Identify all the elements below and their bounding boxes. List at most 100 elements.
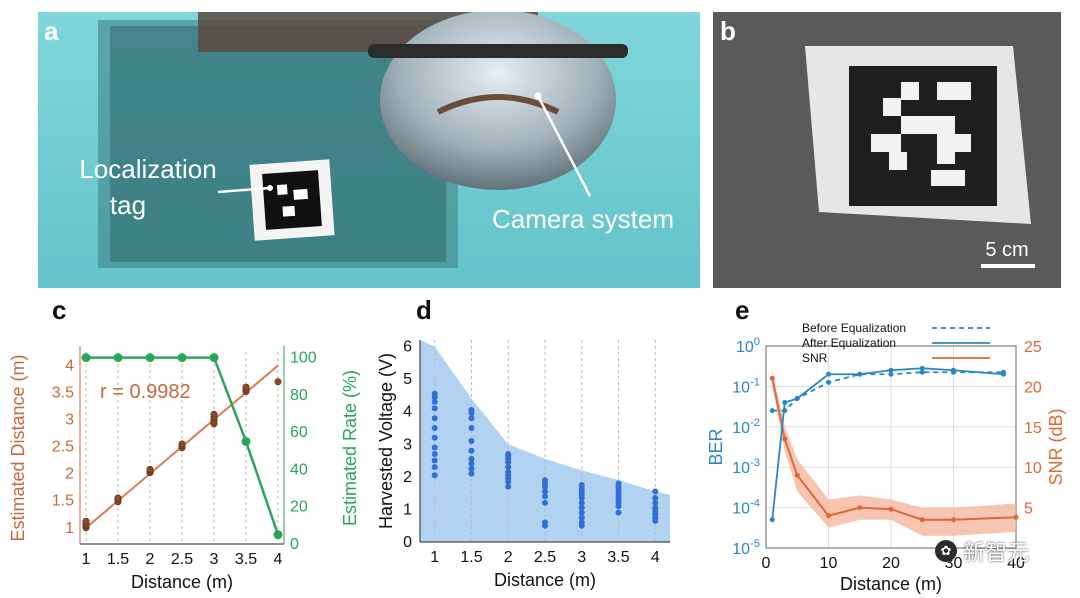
y-right-axis-label: Estimated Rate (%) <box>340 370 360 526</box>
y-tick-label: 4 <box>403 404 412 421</box>
after-equalization-point <box>888 367 894 373</box>
x-tick-label: 2 <box>504 549 513 566</box>
voltage-point <box>468 438 475 444</box>
voltage-point <box>468 407 475 414</box>
after-equalization-point <box>857 371 863 377</box>
plot-frame <box>765 345 1017 549</box>
voltage-point <box>431 451 438 458</box>
y-tick-label: 2.5 <box>52 439 74 456</box>
voltage-point <box>578 499 585 506</box>
legend-label: After Equalization <box>802 336 896 350</box>
voltage-point <box>542 488 548 495</box>
chart-d: 1 1.5 2 2.5 3 3.5 4 0 1 2 3 4 5 6 Distance (m) Harveste… <box>376 339 670 590</box>
snr-point <box>857 505 863 511</box>
voltage-point <box>468 424 475 431</box>
y-axis-label: BER <box>706 428 726 465</box>
y-right-tick-label: 40 <box>290 461 308 478</box>
before-equalization-point <box>826 379 831 385</box>
panel-letter-e: e <box>735 295 750 325</box>
x-tick-label: 3.5 <box>235 551 257 568</box>
voltage-point <box>431 415 438 422</box>
x-tick-label: 2.5 <box>534 549 556 566</box>
rate-point <box>273 530 283 540</box>
legend-label: SNR <box>802 351 828 365</box>
y-tick-label: 1 <box>403 501 412 518</box>
voltage-point <box>578 514 585 521</box>
x-tick-label: 1.5 <box>107 551 129 568</box>
voltage-point <box>431 424 438 431</box>
after-equalization-point <box>826 371 831 377</box>
voltage-point <box>468 465 475 472</box>
y-right-tick-label: 10 <box>1024 460 1042 477</box>
wechat-icon: ✿ <box>935 540 957 562</box>
voltage-point <box>615 509 622 516</box>
estimated-point <box>242 383 250 391</box>
x-tick-label: 1 <box>430 549 439 566</box>
y-right-tick-label: 5 <box>1024 501 1033 518</box>
snr-point <box>919 517 925 523</box>
panel-letter-b: b <box>720 16 736 46</box>
voltage-point <box>468 415 475 422</box>
localization-tag <box>249 159 335 241</box>
x-tick-label: 1.5 <box>460 549 482 566</box>
after-equalization-point <box>782 400 788 406</box>
voltage-point <box>578 481 585 488</box>
x-tick-label: 0 <box>762 555 771 572</box>
before-equalization-point <box>888 371 894 377</box>
voltage-point <box>505 468 512 475</box>
camera-dome <box>380 12 616 190</box>
tag-photo-drawing: 5 cm <box>713 12 1061 288</box>
x-tick-label: 3 <box>577 549 586 566</box>
y-tick-label: 10-4 <box>732 498 760 518</box>
y-tick-label: 0 <box>403 534 412 551</box>
voltage-point <box>468 455 475 462</box>
y-tick-label: 10-1 <box>732 376 760 396</box>
y-tick-label: 10-3 <box>732 457 760 477</box>
underwater-photo-drawing: Localization tag Camera system <box>38 12 700 288</box>
y-right-tick-label: 20 <box>290 499 308 516</box>
x-tick-label: 3.5 <box>607 549 629 566</box>
snr-point <box>769 375 775 381</box>
y-tick-label: 3 <box>403 436 412 453</box>
y-right-tick-label: 25 <box>1024 339 1042 356</box>
snr-point <box>888 506 894 512</box>
y-right-tick-label: 60 <box>290 424 308 441</box>
y-right-axis-label: SNR (dB) <box>1046 408 1066 485</box>
y-right-tick-label: 80 <box>290 387 308 404</box>
voltage-point <box>431 398 438 405</box>
y-tick-label: 3.5 <box>52 385 74 402</box>
estimated-point <box>146 465 154 473</box>
y-tick-label: 2 <box>403 469 412 486</box>
voltage-point <box>468 470 475 477</box>
before-equalization-point <box>769 408 775 414</box>
estimated-point <box>274 378 282 386</box>
x-tick-label: 4 <box>274 551 283 568</box>
rate-point <box>209 353 219 363</box>
y-right-tick-label: 100 <box>290 350 317 367</box>
panel-letter-a: a <box>44 16 59 46</box>
panel-letter-c: c <box>52 295 67 325</box>
voltage-point <box>431 390 438 397</box>
after-equalization-point <box>951 367 956 373</box>
voltage-point <box>578 504 585 511</box>
tag-photo: 5 cm <box>713 12 1061 288</box>
voltage-point <box>505 483 512 490</box>
after-equalization-point <box>1001 371 1006 377</box>
underwater-photo: Localization tag Camera system <box>38 12 700 288</box>
before-equalization-line <box>772 371 1004 412</box>
rate-point <box>113 353 123 363</box>
voltage-point <box>431 457 438 464</box>
x-axis-label: Distance (m) <box>494 570 596 590</box>
after-equalization-point <box>794 396 800 402</box>
chart-c: 1 1.5 2 2.5 3 3.5 411.522.533.54020406080100r … <box>8 346 360 592</box>
x-axis-label: Distance (m) <box>840 574 942 594</box>
voltage-point <box>431 472 438 479</box>
x-tick-label: 3 <box>210 551 219 568</box>
estimated-point <box>210 410 218 418</box>
chart-e: 0 10 20 30 4010-510-410-310-210-110051015202… <box>706 321 1066 594</box>
y-tick-label: 4 <box>65 358 74 375</box>
snr-band <box>772 370 1016 536</box>
voltage-point <box>468 447 475 454</box>
y-right-tick-label: 0 <box>290 536 299 553</box>
y-axis-label: Estimated Distance (m) <box>8 354 28 541</box>
